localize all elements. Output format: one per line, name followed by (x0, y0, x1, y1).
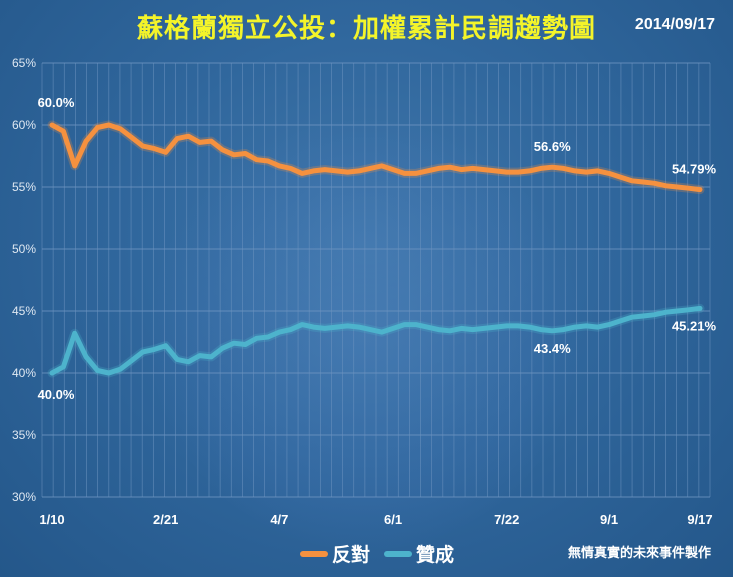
x-tick-label: 9/1 (600, 512, 618, 527)
y-tick-label: 40% (12, 366, 36, 380)
series-line-support (49, 305, 703, 376)
legend-swatch-oppose (300, 550, 328, 557)
x-tick-label: 9/17 (687, 512, 712, 527)
data-label: 60.0% (38, 95, 75, 110)
y-tick-label: 60% (12, 118, 36, 132)
data-label: 40.0% (38, 387, 75, 402)
legend: 反對 贊成 (300, 540, 454, 567)
data-label: 56.6% (534, 139, 571, 154)
x-tick-label: 2/21 (153, 512, 178, 527)
legend-label-oppose: 反對 (332, 544, 371, 566)
y-tick-label: 30% (12, 490, 36, 504)
data-label: 43.4% (534, 341, 571, 356)
data-label: 45.21% (672, 318, 717, 333)
x-tick-label: 6/1 (384, 512, 402, 527)
y-tick-label: 65% (12, 56, 36, 70)
x-tick-label: 1/10 (39, 512, 64, 527)
y-tick-label: 55% (12, 180, 36, 194)
series-line-oppose (49, 122, 703, 193)
y-tick-label: 50% (12, 242, 36, 256)
credit-text: 無情真實的未來事件製作 (567, 546, 711, 561)
legend-label-support: 贊成 (416, 544, 455, 566)
y-tick-label: 45% (12, 304, 36, 318)
y-tick-label: 35% (12, 428, 36, 442)
data-label: 54.79% (672, 162, 717, 177)
chart-title: 蘇格蘭獨立公投：加權累計民調趨勢圖 (136, 14, 596, 44)
legend-item-support: 贊成 (384, 540, 454, 567)
x-tick-label: 7/22 (494, 512, 519, 527)
legend-swatch-support (384, 550, 413, 557)
chart-date: 2014/09/17 (634, 16, 715, 33)
x-tick-label: 4/7 (270, 512, 288, 527)
legend-item-oppose: 反對 (300, 540, 370, 567)
